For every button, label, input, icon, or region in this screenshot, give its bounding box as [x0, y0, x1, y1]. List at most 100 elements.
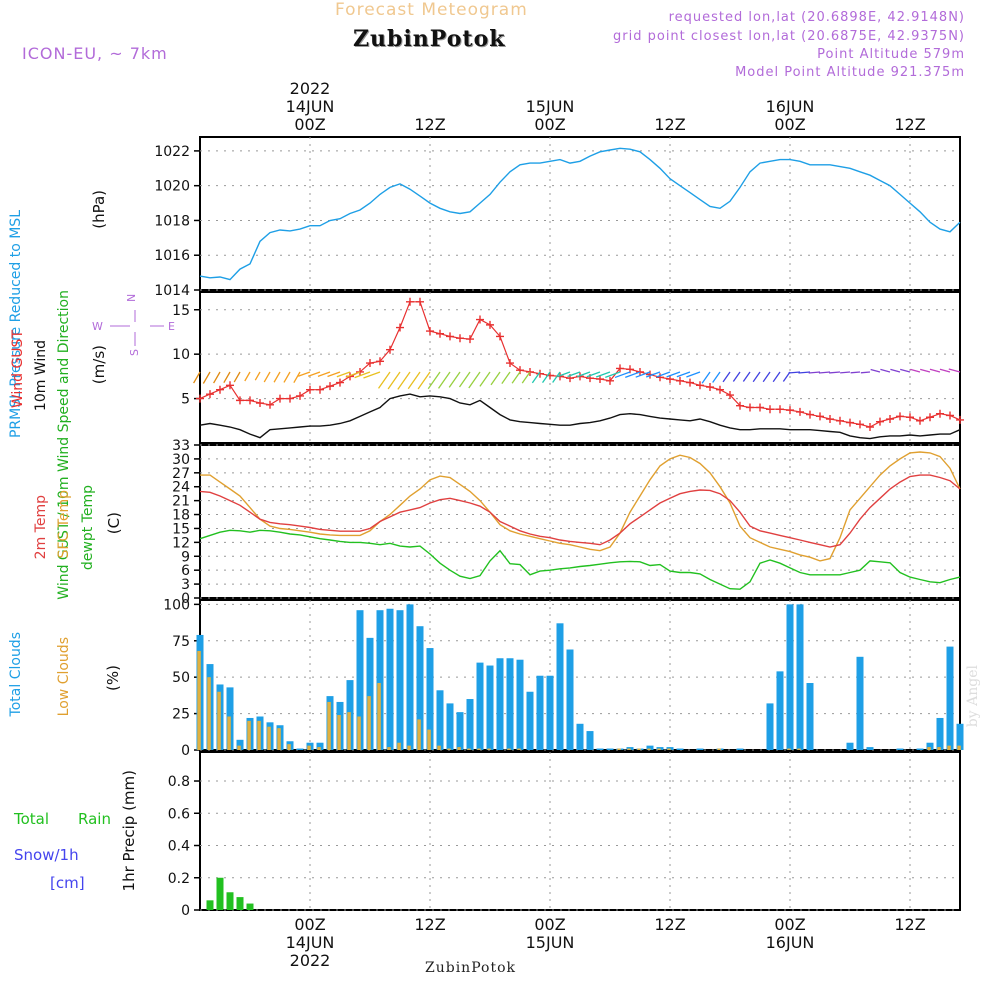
gust-marker [376, 357, 384, 366]
bottom-time-label: 12Z [654, 915, 685, 934]
wind-dir-arrow [605, 371, 621, 378]
total-cloud-bar [596, 748, 604, 750]
ytick-label: 12 [172, 535, 190, 551]
wind-dir-arrow [645, 371, 661, 378]
wind-dir-arrow [900, 368, 911, 373]
bottom-time-label: 14JUN [286, 933, 335, 952]
total-cloud-bar [516, 659, 524, 750]
compass-north: N [125, 294, 138, 302]
ytick-label: 10 [172, 347, 190, 363]
gust-marker [496, 332, 504, 341]
gust-marker [506, 359, 514, 368]
wind-dir-arrow [586, 371, 601, 378]
footer-station-name: ZubinPotok [425, 960, 517, 976]
low-cloud-bar [517, 748, 521, 750]
pressure-line [199, 147, 961, 281]
low-cloud-bar [357, 716, 361, 750]
total-cloud-bar [476, 662, 484, 750]
gust-marker [366, 359, 374, 368]
gust-marker [626, 365, 634, 374]
precip-bar [206, 900, 214, 910]
ytick-label: 50 [172, 670, 190, 686]
total-cloud-bar [676, 748, 684, 750]
bottom-time-label: 16JUN [766, 933, 815, 952]
ytick-label: 1022 [154, 144, 190, 160]
top-time-label: 12Z [654, 115, 685, 134]
wind-dir-arrow [327, 371, 341, 378]
gust-marker [466, 335, 474, 344]
rain-label: Rain [78, 810, 111, 828]
total-cloud-bar [926, 742, 934, 750]
gust-marker [206, 390, 214, 399]
low-cloud-bar [237, 745, 241, 750]
low-cloud-bar [387, 747, 391, 750]
wind-dir-arrow [808, 371, 821, 374]
wind-dir-arrow [752, 371, 761, 383]
low-cloud-bar [307, 745, 311, 750]
wind-dir-arrow [468, 371, 481, 389]
low-cloud-bar [627, 748, 631, 750]
bottom-time-label: 2022 [290, 951, 331, 970]
ytick-label: 1018 [154, 213, 190, 229]
low-cloud-bar [427, 729, 431, 750]
gust-marker [316, 385, 324, 394]
total-cloud-bar [766, 703, 774, 750]
wind-dir-arrow [798, 371, 811, 374]
gust-marker [456, 334, 464, 343]
wind-dir-arrow [880, 368, 891, 373]
total-cloud-bar [866, 747, 874, 750]
panel-frame-1 [199, 291, 961, 444]
low-cloud-bar [717, 748, 721, 750]
gust-marker [396, 323, 404, 332]
gust-marker [636, 367, 644, 376]
wind-dir-arrow [686, 371, 701, 378]
low-cloud-bar [417, 719, 421, 750]
sfc-temp-line [200, 451, 961, 562]
top-time-label: 12Z [414, 115, 445, 134]
low-cloud-bar [397, 742, 401, 750]
top-time-label: 12Z [894, 115, 925, 134]
low-cloud-bar [377, 683, 381, 750]
total-cloud-bar [416, 626, 424, 750]
gust-marker [846, 418, 854, 427]
total-cloud-bar [236, 739, 244, 750]
total-cloud-bar [846, 742, 854, 750]
total-cloud-bar [736, 748, 744, 750]
snow-unit-label: [cm] [50, 874, 85, 892]
gust-marker [596, 375, 604, 384]
wind-dir-arrow [307, 371, 321, 377]
wind-dir-arrow [437, 371, 451, 389]
top-time-label: 16JUN [766, 97, 815, 116]
gust-marker [746, 403, 754, 412]
wind-dir-arrow [511, 371, 521, 384]
gust-marker [236, 396, 244, 405]
total-cloud-bar [696, 748, 704, 750]
ytick-label: 9 [181, 549, 190, 565]
total-cloud-bar [606, 748, 614, 750]
ytick-label: 1014 [154, 283, 190, 299]
dewpt-line [199, 529, 961, 590]
wind-dir-arrow [193, 371, 201, 384]
total-cloud-bar [296, 748, 304, 750]
total-cloud-bar [526, 691, 534, 750]
gust-marker [266, 400, 274, 409]
low-cloud-bar [287, 744, 291, 750]
wind-dir-arrow [939, 368, 951, 373]
gust-marker [676, 376, 684, 385]
gust-marker [696, 381, 704, 390]
low-cloud-bar [327, 701, 331, 750]
wind-dir-arrow [479, 371, 491, 387]
wind-dir-arrow [772, 371, 781, 383]
gust-marker [286, 394, 294, 403]
total-cloud-bar [496, 658, 504, 750]
wind-dir-arrow [742, 371, 751, 382]
low-cloud-bar [927, 747, 931, 750]
low-cloud-bar [957, 745, 961, 750]
total-cloud-bar [646, 745, 654, 750]
ytick-label: 5 [181, 392, 190, 408]
wind-dir-arrow [254, 371, 261, 381]
gust-marker [446, 332, 454, 341]
low-cloud-bar [787, 748, 791, 750]
wind-dir-arrow [448, 371, 461, 388]
low-cloud-bar [407, 745, 411, 750]
